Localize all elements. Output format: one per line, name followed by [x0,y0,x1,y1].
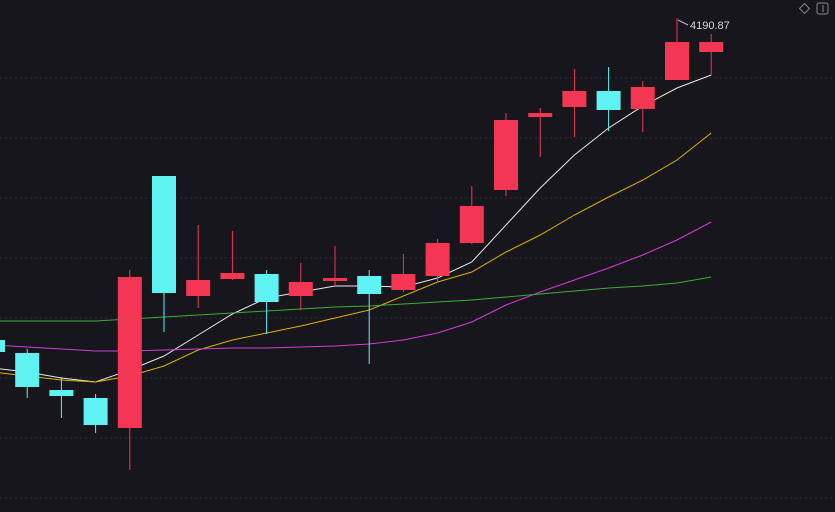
plot [0,18,724,470]
candle [220,231,245,280]
candle-body [0,340,5,352]
candle-body [117,277,142,428]
moving-average-line [0,132,712,383]
moving-averages [0,74,712,383]
candle [152,176,176,332]
candle-body [186,280,211,296]
candle-body [630,87,655,109]
moving-average-line [0,276,712,322]
candle [83,394,108,433]
candle-body [323,278,347,281]
candle-body [562,91,587,107]
candle [117,270,142,470]
candle [254,270,279,334]
candle [323,246,347,286]
candle-body [528,113,553,117]
candle [630,81,655,132]
toolbar [798,2,829,15]
candle [186,225,211,308]
candle [288,263,313,310]
candle-body [357,276,382,294]
candle [494,113,518,196]
max-high-label: 4190.87 [690,20,730,32]
candle [0,340,5,352]
candle-body [83,398,108,425]
candle-body [49,390,74,396]
candle-body [699,42,724,52]
candle [391,254,416,292]
candle [15,349,40,398]
candle [49,377,74,418]
candle-body [596,91,621,110]
candle-body [254,274,279,302]
candle [562,69,587,137]
diamond-icon[interactable] [798,2,811,15]
candle-body [425,243,450,276]
candle-body [288,282,313,296]
annotation-arrow [677,19,689,26]
moving-average-line [0,221,712,352]
grid [0,77,835,499]
candle-body [220,273,245,279]
candle [699,34,724,75]
candle-body [494,120,518,190]
moving-average-line [0,74,712,383]
candle [425,239,450,281]
candle [528,108,553,157]
candle-body [665,42,689,80]
panel-icon[interactable] [816,2,829,15]
candle [596,67,621,131]
candle [459,186,484,244]
candle [357,270,382,364]
candle [665,18,689,80]
candle-body [15,353,40,387]
candle-body [152,176,176,293]
candle-body [391,274,416,290]
candle-body [459,206,484,243]
